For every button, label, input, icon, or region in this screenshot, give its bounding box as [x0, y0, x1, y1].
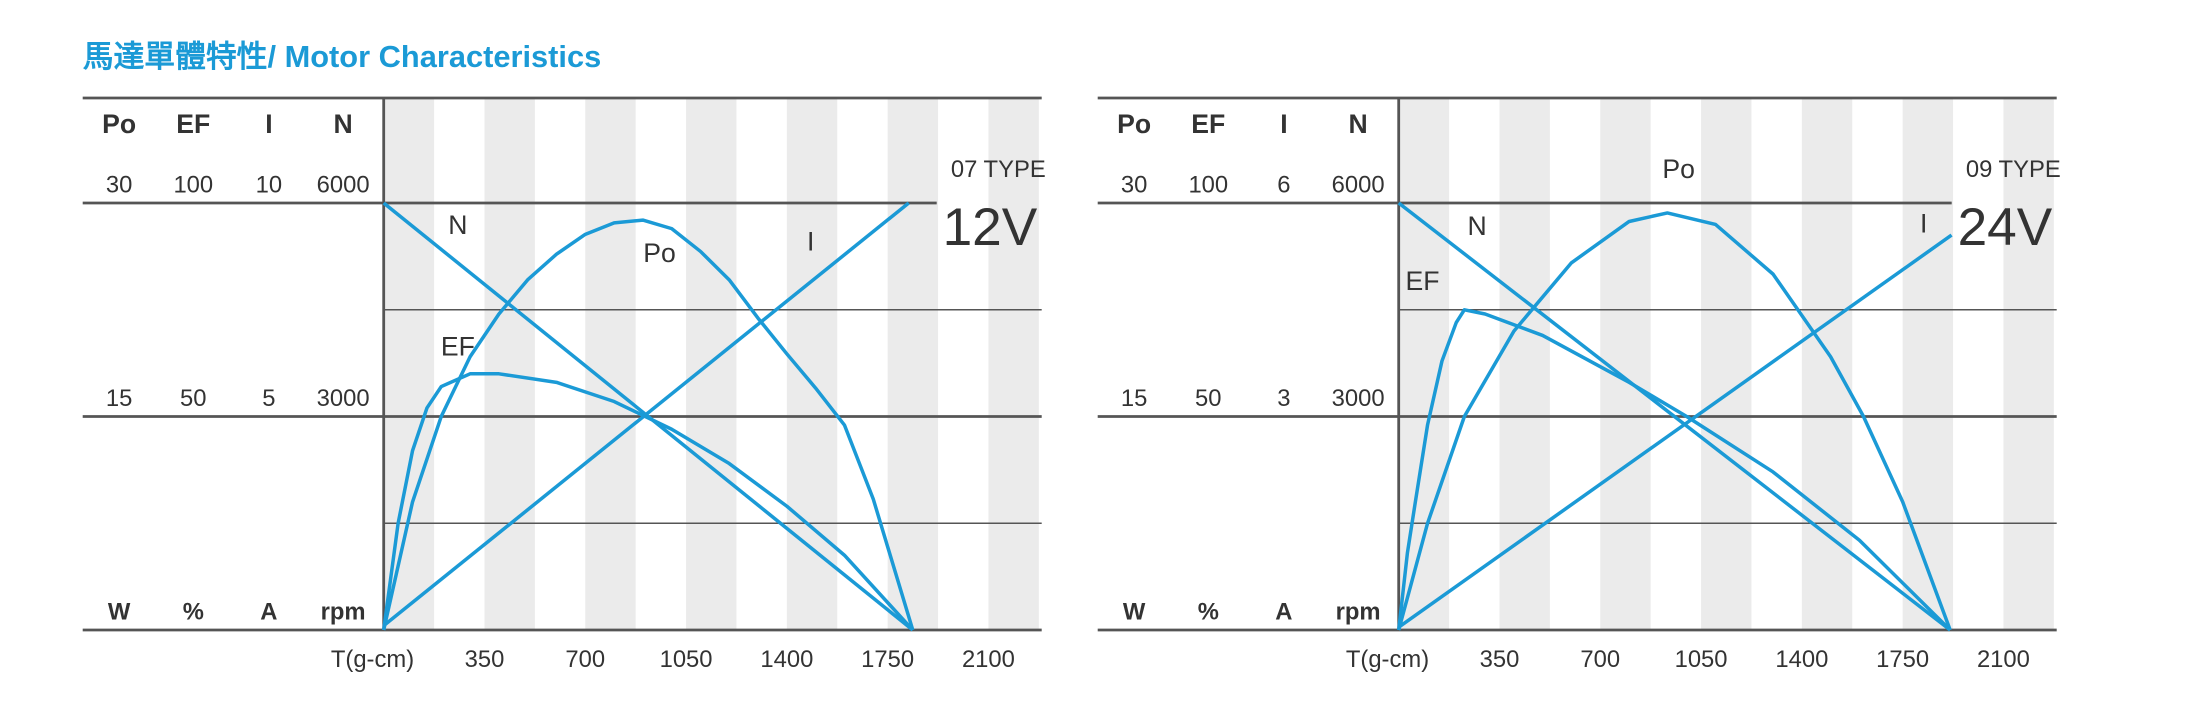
- y-tick-label: 3000: [1332, 385, 1385, 412]
- stripe: [988, 98, 1039, 630]
- axis-unit: rpm: [1336, 598, 1381, 625]
- curve-label: EF: [441, 332, 475, 362]
- axis-name: I: [1280, 109, 1287, 139]
- y-tick-label: 50: [180, 385, 206, 412]
- curve: [1397, 233, 1953, 629]
- voltage-label: 24V: [1958, 198, 2053, 257]
- curve-label: EF: [1406, 266, 1440, 296]
- y-tick-label: 10: [256, 171, 282, 198]
- axis-unit: A: [260, 598, 277, 625]
- curve-label: Po: [1662, 154, 1695, 184]
- x-axis-label: T(g-cm): [1346, 646, 1429, 673]
- curve-label: I: [1920, 208, 1927, 238]
- axis-name: N: [1348, 109, 1367, 139]
- axis-name: EF: [176, 109, 210, 139]
- x-axis-label: T(g-cm): [331, 646, 414, 673]
- y-tick-label: 30: [106, 171, 132, 198]
- stripe: [383, 98, 435, 630]
- model-label: 07 TYPE: [951, 156, 1046, 183]
- axis-name: I: [265, 109, 272, 139]
- x-tick-label: 700: [1580, 646, 1620, 673]
- axis-name: N: [333, 109, 352, 139]
- curve-label: I: [807, 227, 814, 257]
- x-tick-label: 1750: [1876, 646, 1929, 673]
- axis-unit: W: [1123, 598, 1146, 625]
- axis-unit: A: [1275, 598, 1292, 625]
- y-tick-label: 15: [1121, 385, 1147, 412]
- curve: [1396, 308, 1952, 632]
- x-tick-label: 2100: [1977, 646, 2030, 673]
- y-tick-label: 50: [1195, 385, 1221, 412]
- y-tick-label: 6: [1277, 171, 1290, 198]
- y-tick-label: 5: [262, 385, 275, 412]
- stripe: [1701, 98, 1752, 630]
- y-tick-label: 6000: [317, 171, 370, 198]
- curve: [1397, 211, 1952, 631]
- curve-label: N: [448, 210, 467, 240]
- axis-name: Po: [102, 109, 136, 139]
- stripe: [887, 98, 939, 630]
- stripe: [1902, 98, 1954, 630]
- axis-unit: %: [1198, 598, 1219, 625]
- stripe: [1801, 98, 1853, 630]
- x-tick-label: 350: [465, 646, 505, 673]
- page-title: 馬達單體特性/ Motor Characteristics: [83, 39, 602, 74]
- x-tick-label: 1400: [760, 646, 813, 673]
- stripe: [585, 98, 636, 630]
- y-tick-label: 30: [1121, 171, 1147, 198]
- curve: [382, 201, 914, 632]
- x-tick-label: 1400: [1775, 646, 1828, 673]
- x-tick-label: 350: [1480, 646, 1520, 673]
- x-tick-label: 1750: [861, 646, 914, 673]
- axis-unit: %: [183, 598, 204, 625]
- y-tick-label: 100: [1188, 171, 1228, 198]
- x-tick-label: 1050: [660, 646, 713, 673]
- axis-unit: rpm: [321, 598, 366, 625]
- x-tick-label: 2100: [962, 646, 1015, 673]
- stripe: [484, 98, 535, 630]
- curve-label: N: [1467, 211, 1486, 241]
- curve: [381, 218, 915, 631]
- stripe: [2003, 98, 2054, 630]
- curve: [381, 372, 915, 632]
- y-tick-label: 6000: [1332, 171, 1385, 198]
- y-tick-label: 3000: [317, 385, 370, 412]
- axis-name: Po: [1117, 109, 1151, 139]
- curve: [1397, 201, 1952, 632]
- y-tick-label: 3: [1277, 385, 1290, 412]
- stripe: [1499, 98, 1550, 630]
- curve-label: Po: [643, 238, 676, 268]
- y-tick-label: 100: [173, 171, 213, 198]
- model-label: 09 TYPE: [1966, 156, 2061, 183]
- voltage-label: 12V: [943, 198, 1038, 257]
- x-tick-label: 700: [565, 646, 605, 673]
- y-tick-label: 15: [106, 385, 132, 412]
- axis-unit: W: [108, 598, 131, 625]
- axis-name: EF: [1191, 109, 1225, 139]
- x-tick-label: 1050: [1675, 646, 1728, 673]
